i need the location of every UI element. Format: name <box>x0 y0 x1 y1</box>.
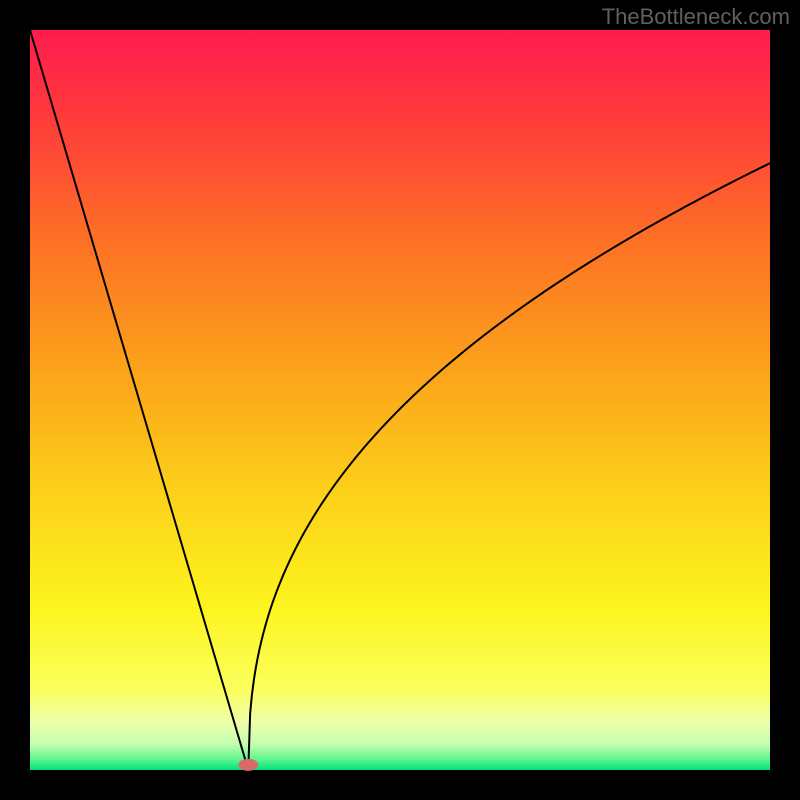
chart-container: TheBottleneck.com <box>0 0 800 800</box>
minimum-marker <box>238 759 258 771</box>
chart-svg <box>0 0 800 800</box>
watermark-text: TheBottleneck.com <box>602 4 790 30</box>
plot-background <box>30 30 770 770</box>
